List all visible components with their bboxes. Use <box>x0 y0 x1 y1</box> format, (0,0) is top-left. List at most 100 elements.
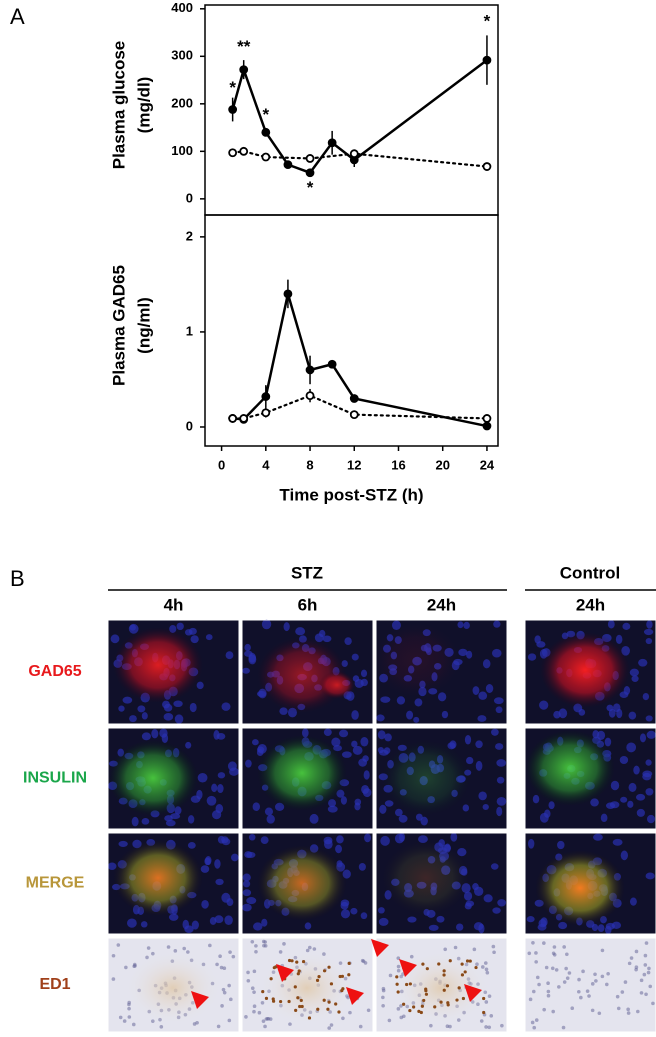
ed1-cell <box>448 959 452 963</box>
nucleus <box>217 772 226 779</box>
cell <box>118 1015 123 1020</box>
ed1-cell <box>297 969 301 973</box>
ed1-cell <box>442 969 446 973</box>
data-point <box>482 421 492 431</box>
nucleus <box>340 901 349 910</box>
cell <box>551 1009 556 1014</box>
ed1-cell <box>269 977 273 981</box>
ed1-cell <box>279 999 283 1004</box>
nucleus <box>593 833 603 841</box>
nucleus <box>627 800 634 808</box>
cell <box>231 954 236 959</box>
ed1-cell <box>463 970 467 974</box>
nucleus <box>626 742 637 753</box>
cell <box>402 1014 406 1019</box>
arrowhead <box>346 987 364 1005</box>
nucleus <box>473 886 484 897</box>
nucleus <box>605 802 616 809</box>
nucleus <box>248 833 256 841</box>
stain <box>123 950 223 1026</box>
cell <box>531 940 535 945</box>
ed1-cell <box>461 996 466 1001</box>
ed1-cell <box>329 982 334 986</box>
micrograph <box>524 619 656 725</box>
ed1-cell <box>395 975 399 979</box>
cell <box>257 1010 262 1015</box>
cell <box>262 943 266 948</box>
nucleus <box>176 622 184 631</box>
ed1-cell <box>298 1004 302 1009</box>
cell <box>381 995 385 1000</box>
cell <box>216 1024 221 1029</box>
ed1-cell <box>468 959 472 963</box>
ed1-cell <box>347 961 351 965</box>
micrograph <box>524 937 656 1033</box>
nucleus <box>462 804 470 812</box>
nucleus <box>557 840 565 850</box>
nucleus <box>527 653 537 661</box>
ed1-cell <box>425 967 429 971</box>
ed1-cell <box>396 990 400 994</box>
nucleus <box>336 835 344 844</box>
nucleus <box>611 921 622 930</box>
cell <box>570 1006 575 1011</box>
cell <box>479 1019 484 1023</box>
data-point <box>482 162 492 171</box>
ed1-cell <box>412 1005 416 1009</box>
cell <box>593 972 597 977</box>
cell <box>254 949 258 954</box>
column-label: 4h <box>164 595 184 614</box>
nucleus <box>213 730 220 740</box>
nucleus <box>184 629 193 636</box>
nucleus <box>420 816 428 826</box>
plot-frame <box>204 214 499 447</box>
nucleus <box>241 903 252 912</box>
nucleus <box>335 844 342 854</box>
nucleus <box>244 650 253 657</box>
y-tick-label: 300 <box>171 48 193 63</box>
cell <box>634 965 639 970</box>
cell <box>644 941 649 945</box>
nucleus <box>638 658 648 667</box>
cell <box>250 986 255 991</box>
nucleus <box>646 730 656 739</box>
nucleus <box>327 805 338 813</box>
cell <box>166 945 171 949</box>
y-tick-label: 0 <box>186 190 193 205</box>
stain <box>381 740 471 816</box>
cell <box>564 966 568 971</box>
nucleus <box>266 814 275 824</box>
ed1-cell <box>465 959 470 963</box>
nucleus <box>646 814 656 824</box>
nucleus <box>217 784 224 794</box>
significance-mark: * <box>307 178 314 197</box>
nucleus <box>394 808 403 817</box>
nucleus <box>622 622 631 630</box>
cell <box>252 1004 257 1009</box>
nucleus <box>129 715 137 723</box>
data-point <box>239 414 249 423</box>
micrograph-frame <box>375 619 508 725</box>
nucleus <box>159 728 168 738</box>
nucleus <box>256 748 264 757</box>
nucleus <box>441 710 449 719</box>
ed1-cell <box>437 962 441 966</box>
cell <box>615 994 620 999</box>
nucleus <box>475 760 483 771</box>
stain <box>257 735 347 811</box>
x-tick-label: 20 <box>435 457 449 472</box>
nucleus <box>295 627 306 636</box>
y-tick-label: 100 <box>171 143 193 158</box>
data-point <box>228 414 238 423</box>
nucleus <box>340 796 347 805</box>
cell <box>220 1004 224 1008</box>
cell <box>565 952 569 957</box>
cell <box>111 977 116 981</box>
nucleus <box>141 712 148 720</box>
cell <box>491 944 496 949</box>
micrograph-frame <box>524 727 656 830</box>
nucleus <box>206 795 217 806</box>
arrowhead <box>399 959 417 977</box>
ed1-cell <box>408 1008 412 1013</box>
ed1-cell <box>405 982 409 987</box>
